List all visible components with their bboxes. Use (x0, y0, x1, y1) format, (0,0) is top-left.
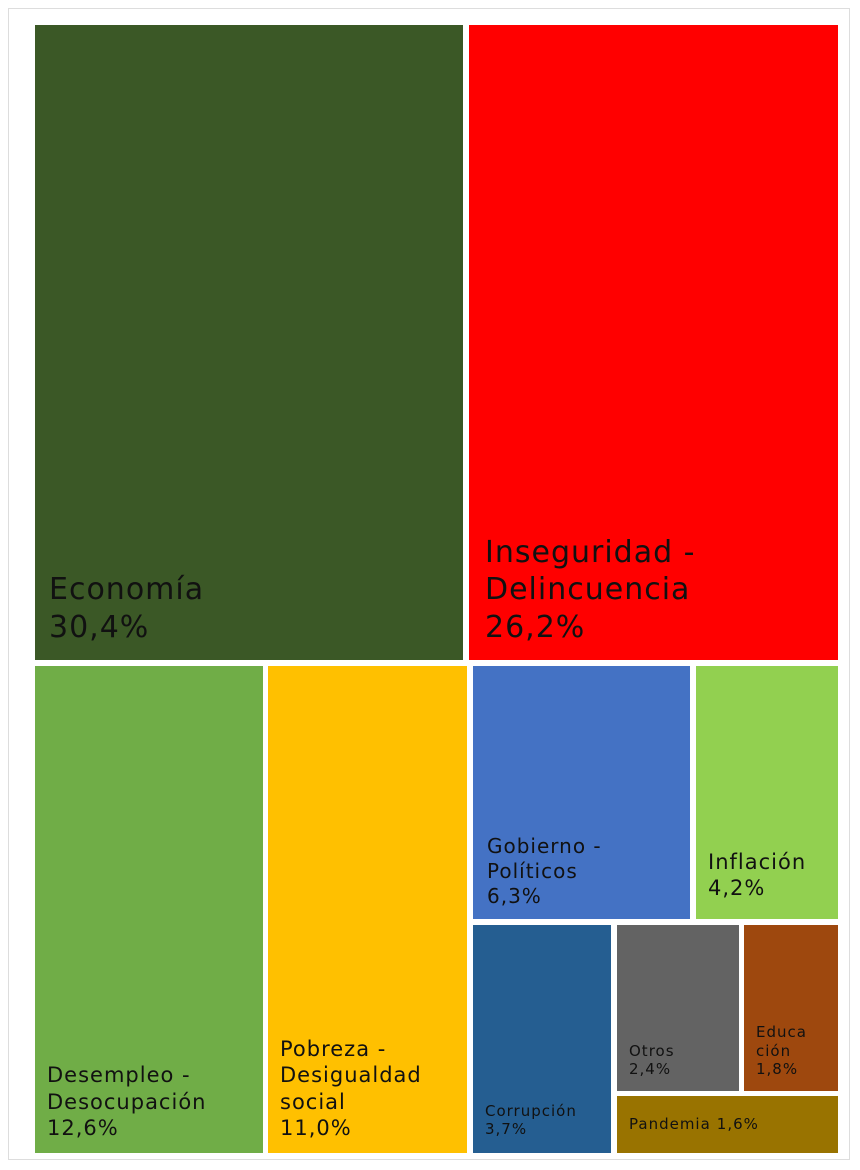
tile-value: 26,2% (485, 609, 586, 645)
tile: Educación 1,8% (744, 925, 838, 1091)
tile: Corrupción 3,7% (473, 925, 611, 1153)
tile-label: Inflación (708, 849, 807, 874)
tile-value: 1,6% (716, 1115, 759, 1134)
tile-value: 11,0% (280, 1115, 352, 1140)
tile-label: Gobierno - Políticos (487, 834, 602, 883)
chart-frame (8, 8, 850, 1160)
tile-label: Pobreza - Desigualdad social (280, 1037, 422, 1114)
tile: Pandemia 1,6% (617, 1096, 838, 1153)
tile-label: Desempleo - Desocupación (47, 1063, 207, 1114)
tile-label: Educación (756, 1022, 807, 1060)
tile-value: 3,7% (485, 1120, 528, 1139)
tile: Desempleo - Desocupación 12,6% (35, 666, 263, 1153)
tile-label: Corrupción (485, 1101, 577, 1120)
tile-value: 12,6% (47, 1115, 119, 1140)
tile: Inseguridad - Delincuencia 26,2% (469, 25, 838, 660)
tile: Pobreza - Desigualdad social 11,0% (268, 666, 467, 1153)
tile-label: Economía (49, 572, 205, 607)
tile: Gobierno - Políticos 6,3% (473, 666, 690, 919)
tile-value: 4,2% (708, 875, 766, 900)
tile-value: 1,8% (756, 1060, 799, 1079)
tile-value: 2,4% (629, 1060, 672, 1079)
tile-label: Otros (629, 1041, 675, 1060)
tile: Otros 2,4% (617, 925, 739, 1091)
tile: Economía 30,4% (35, 25, 463, 660)
tile-label: Inseguridad - Delincuencia (485, 534, 696, 608)
tile: Inflación 4,2% (696, 666, 838, 919)
tile-value: 30,4% (49, 609, 150, 645)
tile-label: Pandemia (629, 1115, 711, 1134)
tile-value: 6,3% (487, 884, 542, 908)
